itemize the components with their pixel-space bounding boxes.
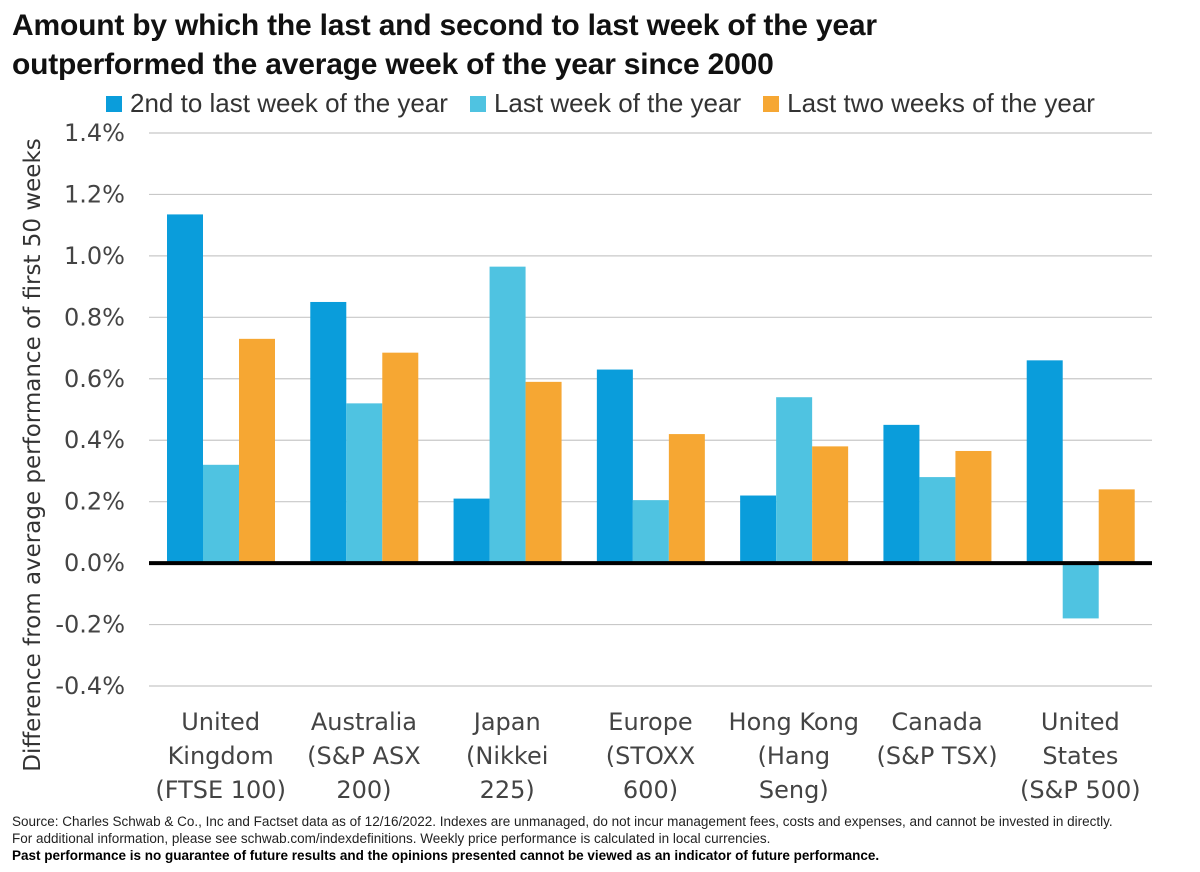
bar-series-2-1 [346, 403, 383, 564]
bar-series-3-2 [525, 381, 562, 564]
x-category-label: United [181, 708, 260, 736]
bar-series-3-3 [668, 434, 705, 564]
x-category-label: (S&P 500) [1020, 776, 1141, 804]
bar-series-2-5 [919, 477, 956, 564]
y-tick-label: -0.2% [55, 611, 125, 639]
bar-series-2-3 [632, 500, 669, 564]
x-category-label: Canada [891, 708, 982, 736]
chart-footer: Source: Charles Schwab & Co., Inc and Fa… [12, 813, 1192, 864]
y-tick-label: -0.4% [55, 672, 125, 700]
chart-legend: 2nd to last week of the year Last week o… [106, 88, 1117, 119]
legend-item-series-3: Last two weeks of the year [763, 88, 1095, 119]
bar-series-3-5 [955, 450, 992, 564]
bars [167, 214, 1135, 619]
x-category-label: States [1042, 742, 1118, 770]
x-category-label: (STOXX [606, 742, 696, 770]
x-category-label: Japan [472, 708, 541, 736]
bar-series-2-0 [203, 464, 239, 564]
bar-chart: 1.4% 1.2% 1.0% 0.8% 0.6% 0.4% 0.2% 0.0% -0.2% -0.… [20, 119, 1152, 804]
bar-series-1-5 [883, 424, 920, 564]
y-tick-label: 0.0% [64, 549, 125, 577]
y-tick-label: 0.6% [64, 365, 125, 393]
bar-series-1-4 [740, 495, 777, 564]
x-category-label: United [1041, 708, 1120, 736]
axis-labels: 1.4% 1.2% 1.0% 0.8% 0.6% 0.4% 0.2% 0.0% -0.2% -0.… [20, 119, 1141, 804]
chart-title: Amount by which the last and second to l… [12, 6, 877, 84]
bar-series-1-3 [596, 369, 633, 564]
legend-label-series-1: 2nd to last week of the year [130, 88, 448, 118]
legend-item-series-1: 2nd to last week of the year [106, 88, 448, 119]
bar-series-2-2 [489, 266, 526, 564]
x-category-label: (S&P TSX) [877, 742, 998, 770]
bar-series-2-4 [776, 397, 813, 564]
bar-series-3-0 [239, 338, 275, 564]
x-category-label: 200) [336, 776, 391, 804]
y-tick-label: 0.8% [64, 303, 125, 331]
bar-series-3-1 [382, 352, 419, 564]
bar-series-1-2 [453, 498, 490, 564]
x-category-label: (FTSE 100) [155, 776, 286, 804]
x-category-label: 225) [480, 776, 535, 804]
y-tick-label: 0.4% [64, 426, 125, 454]
legend-label-series-2: Last week of the year [493, 88, 742, 118]
x-category-label: Hong Kong [729, 708, 859, 736]
x-category-label: (S&P ASX [307, 742, 421, 770]
legend-swatch-series-2 [469, 95, 486, 112]
chart-title-line-2: outperformed the average week of the yea… [12, 48, 774, 81]
bar-series-3-6 [1098, 489, 1135, 564]
legend-swatch-series-1 [106, 95, 122, 112]
x-category-label: (Hang [758, 742, 831, 770]
gridlines [149, 132, 1152, 687]
bar-series-1-6 [1026, 360, 1063, 564]
y-tick-label: 1.0% [64, 242, 125, 270]
footer-disclaimer: Past performance is no guarantee of futu… [12, 848, 880, 863]
y-tick-label: 1.2% [64, 180, 125, 208]
y-tick-label: 0.2% [64, 488, 125, 516]
legend-item-series-2: Last week of the year [469, 88, 742, 119]
x-category-label: Europe [608, 708, 692, 736]
x-category-label: Seng) [759, 776, 829, 804]
bar-series-3-4 [812, 446, 849, 564]
x-category-label: (Nikkei [466, 742, 548, 770]
y-axis-title: Difference from average performance of f… [20, 138, 46, 772]
bar-series-1-0 [167, 214, 203, 564]
footer-source-note: Source: Charles Schwab & Co., Inc and Fa… [12, 814, 1113, 829]
chart-title-line-1: Amount by which the last and second to l… [12, 9, 877, 42]
legend-swatch-series-3 [763, 95, 780, 112]
y-tick-label: 1.4% [64, 119, 125, 147]
x-category-label: 600) [623, 776, 678, 804]
legend-label-series-3: Last two weeks of the year [787, 88, 1095, 118]
bar-series-2-6 [1062, 563, 1099, 619]
bar-series-1-1 [310, 301, 347, 564]
footer-info-note: For additional information, please see s… [12, 831, 771, 846]
x-category-label: Kingdom [168, 742, 274, 770]
x-category-label: Australia [311, 708, 417, 736]
